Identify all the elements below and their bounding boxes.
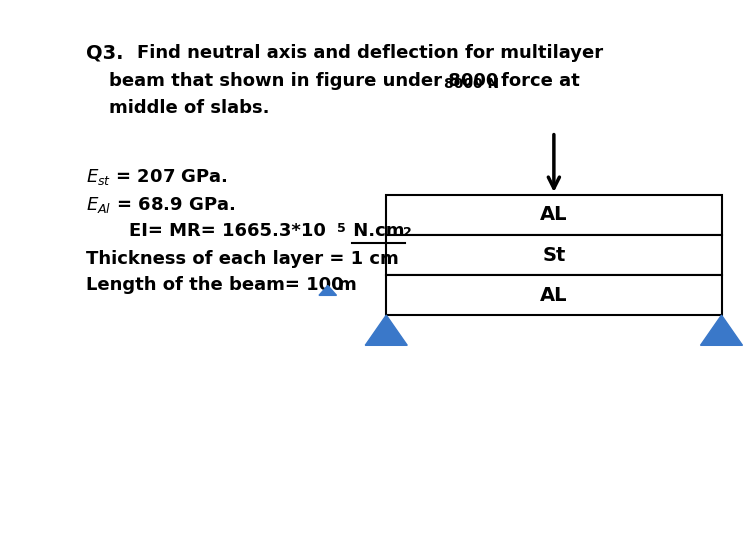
Text: Length of the beam= 100: Length of the beam= 100 (86, 276, 350, 294)
Bar (386, 275, 722, 315)
Text: force at: force at (501, 72, 580, 91)
Text: middle of slabs.: middle of slabs. (109, 99, 269, 117)
Text: N.cm: N.cm (347, 222, 405, 240)
Text: 2: 2 (404, 226, 412, 239)
Text: St: St (542, 245, 566, 265)
Text: m: m (338, 276, 356, 294)
Text: EI= MR= 1665.3*10: EI= MR= 1665.3*10 (129, 222, 326, 240)
Bar (386, 195, 722, 235)
Text: AL: AL (540, 285, 568, 305)
Text: $E_{st}$ = 207 GPa.: $E_{st}$ = 207 GPa. (86, 167, 228, 187)
Polygon shape (365, 315, 407, 345)
Text: AL: AL (540, 205, 568, 225)
Text: beam that shown in figure under 8000: beam that shown in figure under 8000 (109, 72, 498, 91)
Text: Find neutral axis and deflection for multilayer: Find neutral axis and deflection for mul… (137, 44, 603, 62)
Text: Thickness of each layer = 1 cm: Thickness of each layer = 1 cm (86, 250, 399, 268)
Text: 8000 N: 8000 N (444, 77, 500, 91)
Polygon shape (700, 315, 742, 345)
Text: Q3.: Q3. (86, 44, 124, 63)
Text: $E_{Al}$ = 68.9 GPa.: $E_{Al}$ = 68.9 GPa. (86, 195, 236, 215)
Polygon shape (319, 285, 337, 295)
Bar (386, 235, 722, 275)
Text: 5: 5 (338, 222, 346, 236)
